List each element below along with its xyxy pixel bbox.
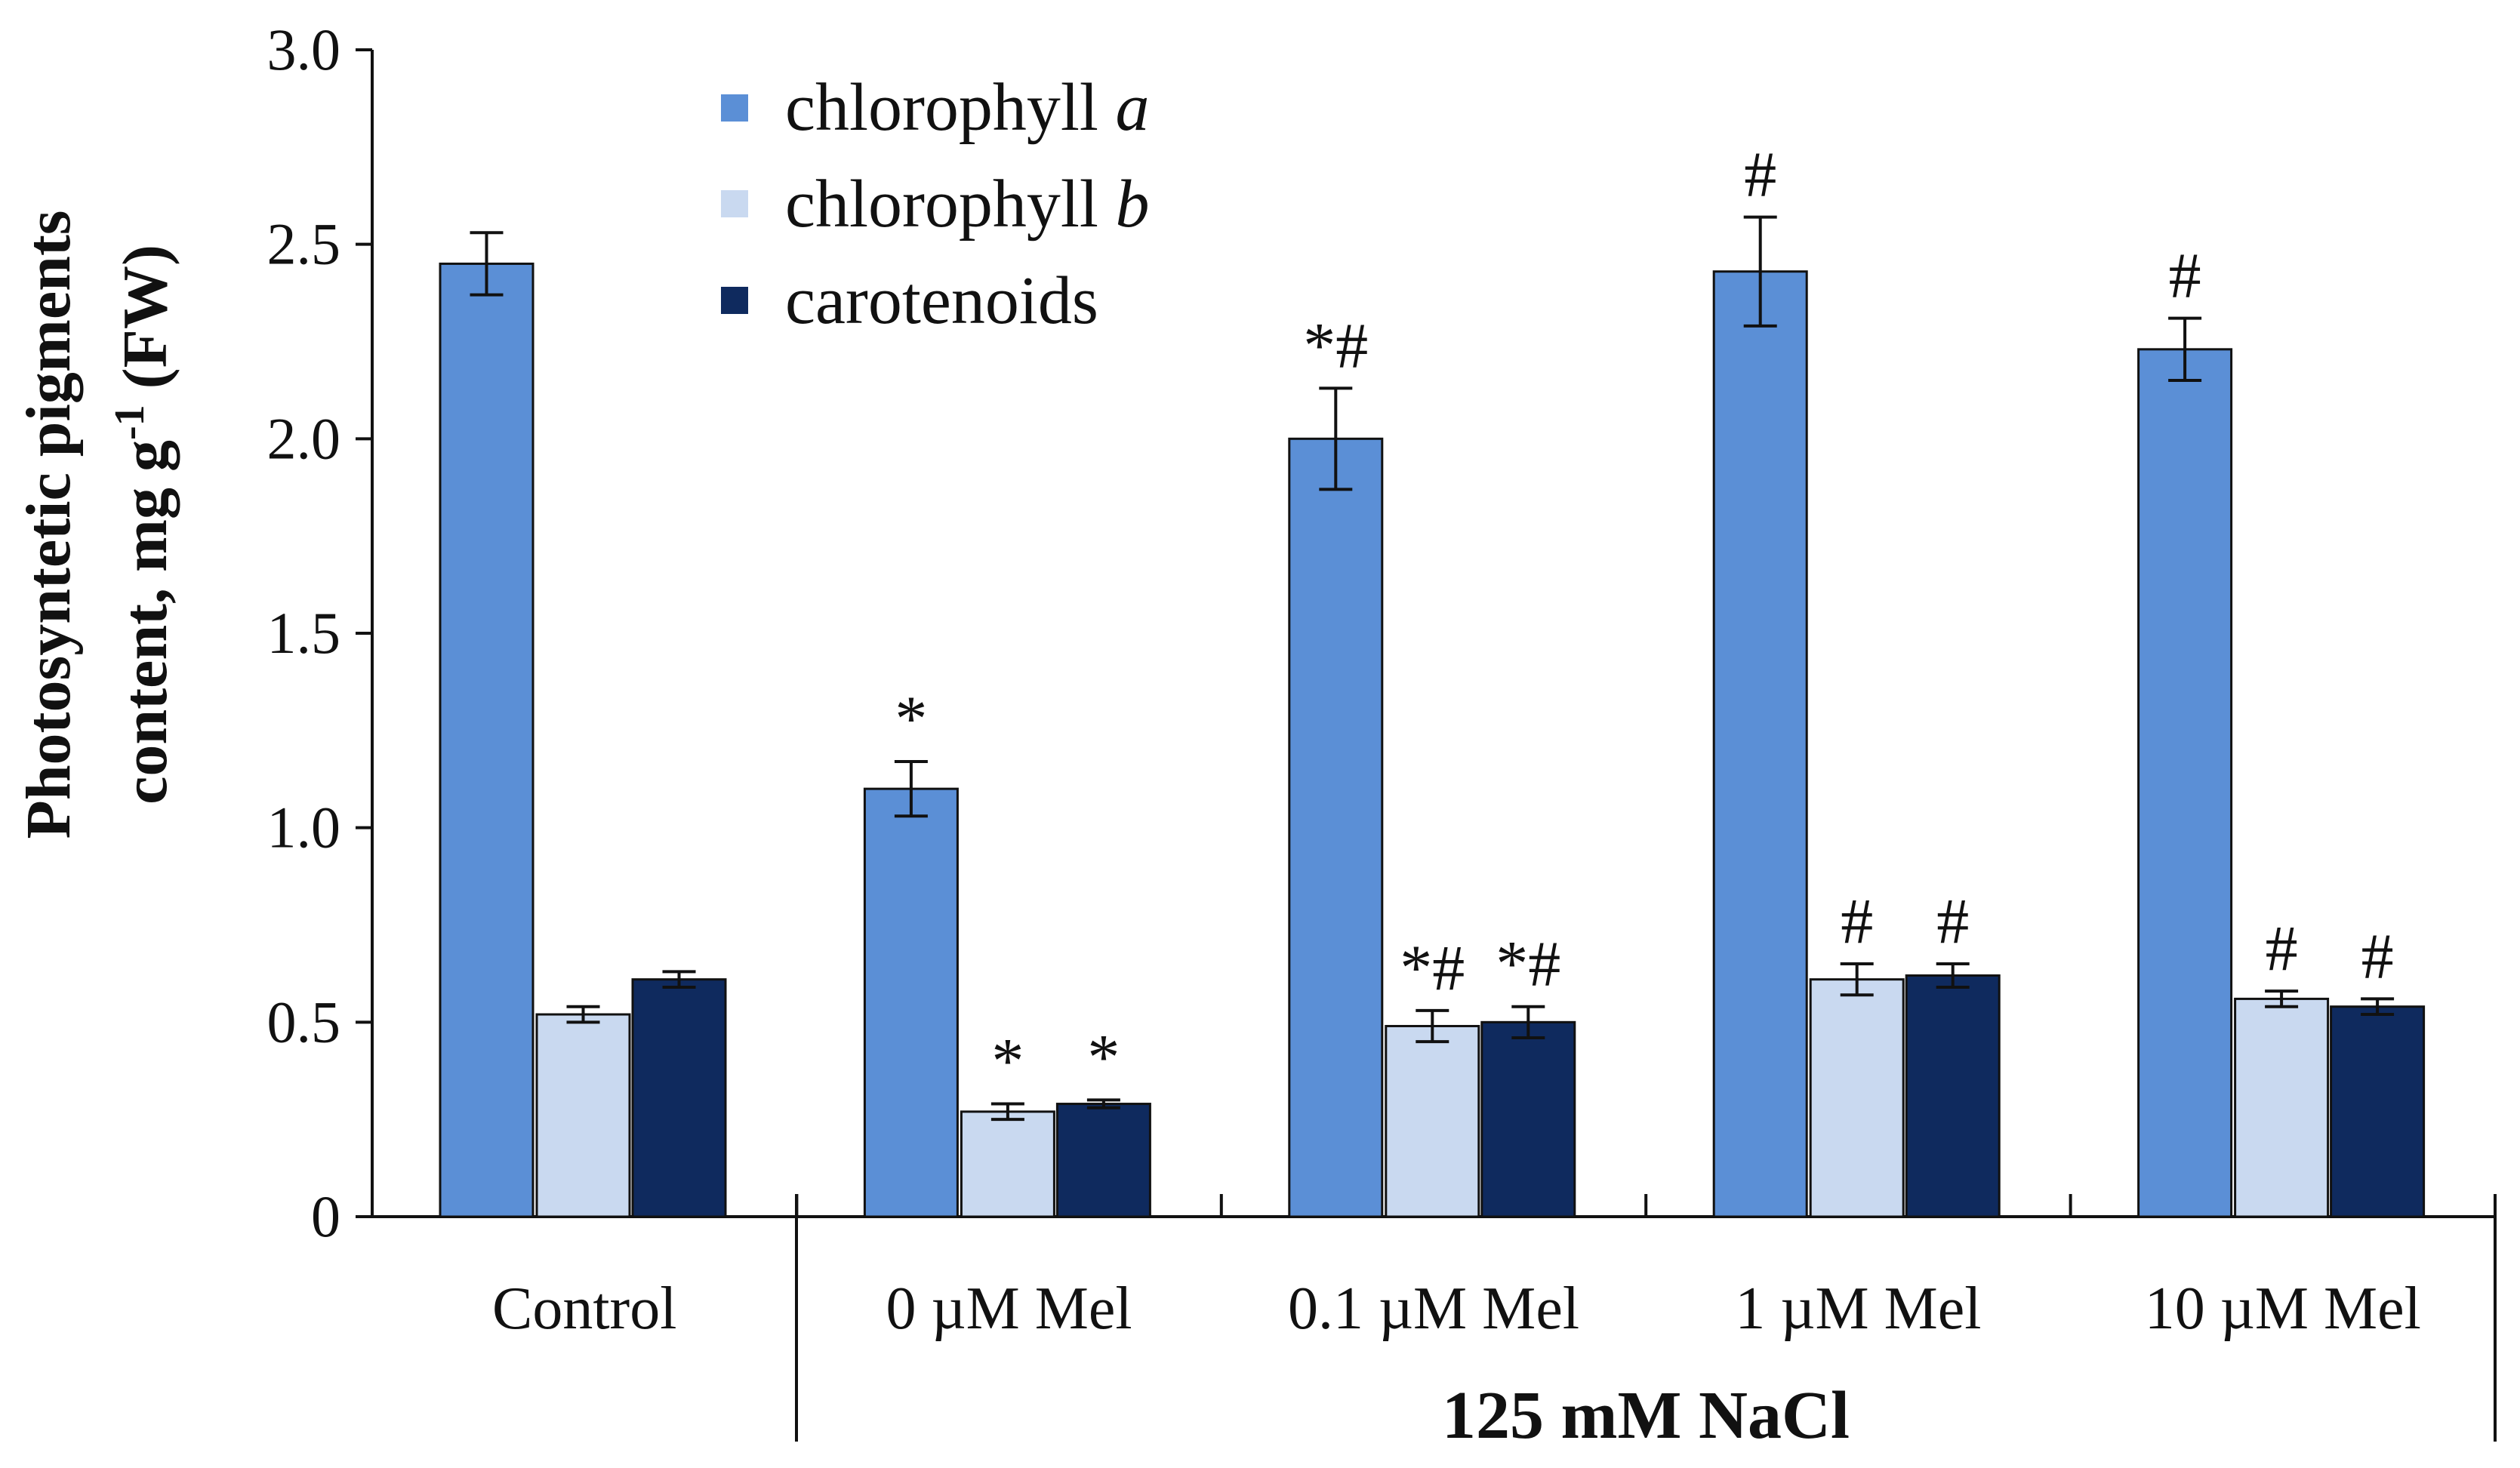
y-axis-title-line2: content, mg g-1 (FW) — [106, 245, 180, 805]
significance-marker: *# — [1496, 928, 1560, 1000]
y-tick-label: 2.5 — [267, 211, 341, 277]
group-label: 125 mM NaCl — [1442, 1378, 1850, 1453]
bar-chlorophyll-b — [960, 1110, 1055, 1218]
significance-marker: # — [1841, 885, 1873, 957]
significance-marker: # — [2361, 919, 2394, 992]
y-ticks: 0 0.5 1.0 1.5 2.0 2.5 3.0 — [267, 17, 372, 1249]
legend: chlorophyll a chlorophyll b carotenoids — [721, 70, 1149, 338]
y-tick-label: 1.5 — [267, 600, 341, 666]
x-category-label: Control — [492, 1276, 676, 1342]
bar-carotenoids — [1905, 974, 2001, 1218]
x-categories: Control 0 µM Mel 0.1 µM Mel 1 µM Mel 10 µM M… — [492, 1194, 2421, 1342]
y-tick-label: 0 — [311, 1183, 340, 1249]
bar-chlorophyll-b — [1385, 1024, 1480, 1218]
legend-label-chlorophyll-a: chlorophyll a — [785, 70, 1149, 145]
x-category-label: 1 µM Mel — [1735, 1276, 1981, 1342]
bar-chlorophyll-a — [1288, 437, 1384, 1218]
bar-chlorophyll-a — [2137, 348, 2233, 1218]
significance-marker: # — [2266, 912, 2298, 984]
legend-swatch-carotenoids — [721, 287, 748, 314]
bar-chlorophyll-b — [2234, 997, 2330, 1218]
y-tick-label: 0.5 — [267, 989, 341, 1054]
bar-chlorophyll-a — [439, 262, 534, 1218]
y-axis-title-line1: Photosyntetic pigments — [14, 211, 84, 839]
bars: * * * *# *# *# # # # # # # — [439, 138, 2426, 1218]
legend-swatch-chlorophyll-b — [721, 190, 748, 217]
bar-carotenoids — [631, 978, 727, 1218]
significance-marker: * — [1087, 1020, 1120, 1093]
significance-marker: # — [1936, 885, 1969, 957]
bar-chlorophyll-b — [535, 1013, 631, 1218]
y-tick-label: 1.0 — [267, 795, 341, 860]
significance-marker: # — [1744, 138, 1776, 211]
x-category-label: 0.1 µM Mel — [1288, 1276, 1579, 1342]
legend-swatch-chlorophyll-a — [721, 94, 748, 122]
significance-marker: * — [991, 1025, 1024, 1097]
x-category-label: 0 µM Mel — [886, 1276, 1132, 1342]
y-tick-label: 2.0 — [267, 405, 341, 471]
bar-carotenoids — [1480, 1020, 1576, 1218]
bar-carotenoids — [1055, 1103, 1151, 1218]
significance-marker: *# — [1400, 931, 1465, 1004]
bar-chlorophyll-a — [1712, 270, 1808, 1218]
y-tick-label: 3.0 — [267, 17, 341, 82]
significance-marker: * — [895, 682, 927, 755]
significance-marker: # — [2169, 239, 2201, 312]
legend-label-carotenoids: carotenoids — [785, 263, 1098, 338]
bar-chlorophyll-a — [863, 787, 959, 1218]
legend-label-chlorophyll-b: chlorophyll b — [785, 167, 1149, 242]
x-category-label: 10 µM Mel — [2145, 1276, 2421, 1342]
bar-carotenoids — [2330, 1005, 2426, 1218]
bar-chlorophyll-b — [1809, 978, 1905, 1218]
significance-marker: *# — [1303, 309, 1368, 381]
